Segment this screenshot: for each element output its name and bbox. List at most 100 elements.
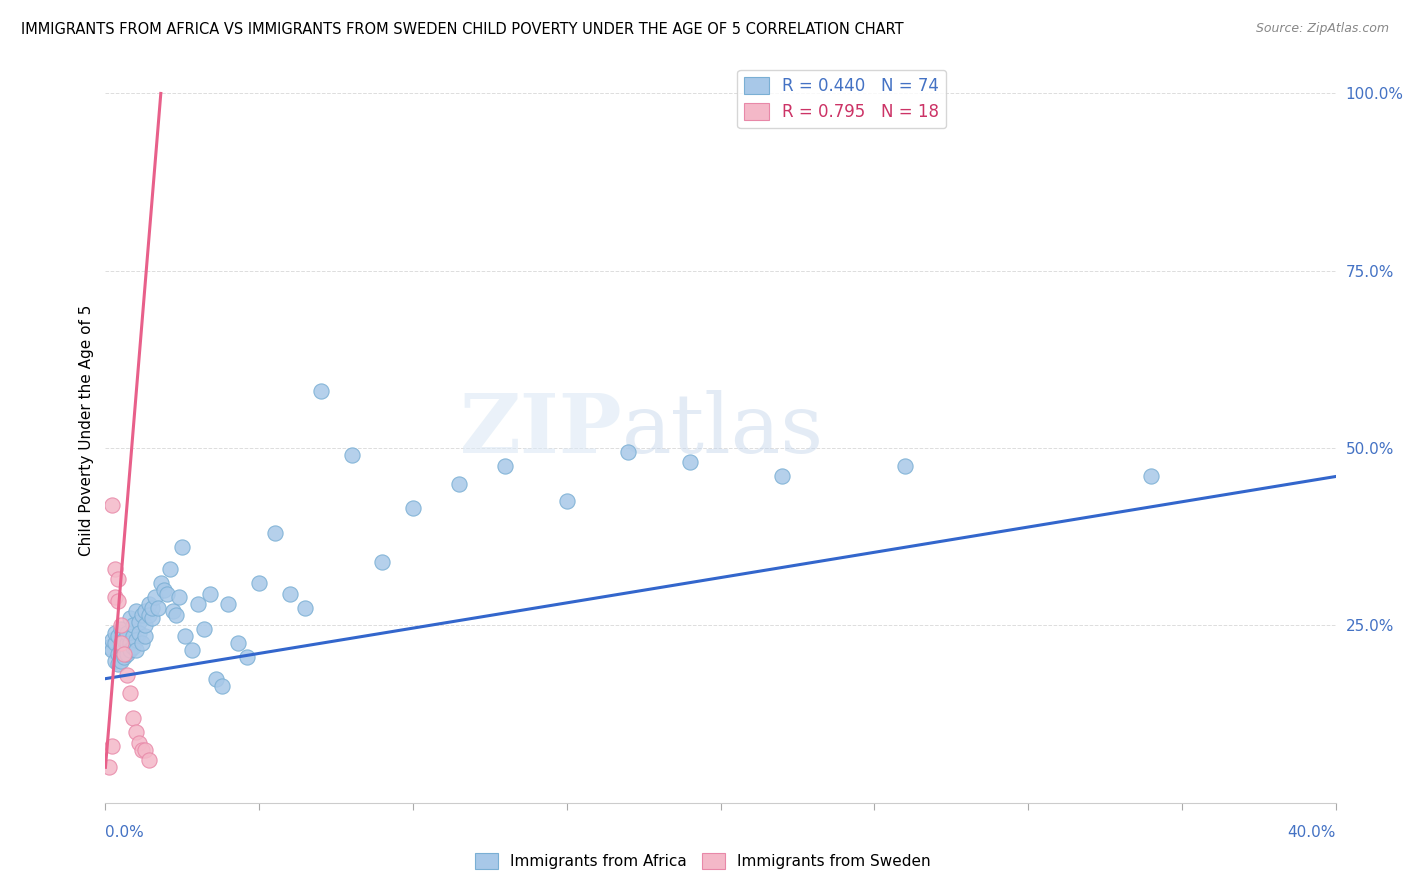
- Point: [134, 629, 156, 643]
- Point: [104, 636, 127, 650]
- Point: [218, 597, 240, 611]
- Point: [115, 647, 138, 661]
- Y-axis label: Child Poverty Under the Age of 5: Child Poverty Under the Age of 5: [79, 305, 94, 556]
- Point: [131, 742, 153, 756]
- Point: [143, 590, 166, 604]
- Point: [211, 679, 233, 693]
- Text: 40.0%: 40.0%: [1288, 825, 1336, 839]
- Point: [107, 647, 129, 661]
- Point: [236, 650, 259, 665]
- Point: [100, 643, 122, 657]
- Point: [198, 586, 221, 600]
- Point: [125, 643, 148, 657]
- Point: [122, 629, 145, 643]
- Point: [205, 672, 228, 686]
- Point: [120, 686, 141, 700]
- Point: [247, 575, 270, 590]
- Point: [153, 582, 176, 597]
- Point: [104, 562, 127, 576]
- Point: [115, 668, 138, 682]
- Point: [193, 622, 215, 636]
- Point: [138, 607, 160, 622]
- Point: [172, 541, 194, 555]
- Point: [263, 526, 285, 541]
- Point: [131, 636, 153, 650]
- Point: [555, 494, 578, 508]
- Point: [107, 573, 129, 587]
- Point: [340, 448, 363, 462]
- Point: [159, 562, 181, 576]
- Point: [894, 458, 917, 473]
- Point: [110, 622, 132, 636]
- Text: IMMIGRANTS FROM AFRICA VS IMMIGRANTS FROM SWEDEN CHILD POVERTY UNDER THE AGE OF : IMMIGRANTS FROM AFRICA VS IMMIGRANTS FRO…: [21, 22, 904, 37]
- Point: [371, 555, 394, 569]
- Point: [100, 498, 122, 512]
- Legend: Immigrants from Africa, Immigrants from Sweden: Immigrants from Africa, Immigrants from …: [470, 847, 936, 875]
- Point: [770, 469, 793, 483]
- Point: [107, 629, 129, 643]
- Text: ZIP: ZIP: [460, 391, 621, 470]
- Point: [494, 458, 516, 473]
- Point: [141, 600, 163, 615]
- Point: [115, 636, 138, 650]
- Point: [122, 618, 145, 632]
- Point: [122, 711, 145, 725]
- Point: [138, 597, 160, 611]
- Point: [112, 647, 135, 661]
- Point: [110, 618, 132, 632]
- Point: [112, 650, 135, 665]
- Text: Source: ZipAtlas.com: Source: ZipAtlas.com: [1256, 22, 1389, 36]
- Point: [100, 739, 122, 753]
- Point: [110, 654, 132, 668]
- Point: [110, 636, 132, 650]
- Point: [100, 632, 122, 647]
- Point: [138, 753, 160, 767]
- Point: [174, 629, 197, 643]
- Point: [120, 611, 141, 625]
- Point: [104, 654, 127, 668]
- Point: [1140, 469, 1163, 483]
- Text: atlas: atlas: [621, 391, 824, 470]
- Point: [128, 625, 150, 640]
- Point: [128, 615, 150, 629]
- Point: [125, 632, 148, 647]
- Point: [402, 501, 425, 516]
- Point: [226, 636, 249, 650]
- Point: [110, 640, 132, 654]
- Point: [97, 640, 120, 654]
- Point: [149, 575, 172, 590]
- Point: [131, 607, 153, 622]
- Point: [146, 600, 169, 615]
- Point: [107, 593, 129, 607]
- Legend: R = 0.440   N = 74, R = 0.795   N = 18: R = 0.440 N = 74, R = 0.795 N = 18: [737, 70, 946, 128]
- Point: [141, 611, 163, 625]
- Text: 0.0%: 0.0%: [105, 825, 145, 839]
- Point: [107, 657, 129, 672]
- Point: [125, 604, 148, 618]
- Point: [104, 625, 127, 640]
- Point: [125, 724, 148, 739]
- Point: [97, 760, 120, 774]
- Point: [169, 590, 191, 604]
- Point: [112, 632, 135, 647]
- Point: [112, 643, 135, 657]
- Point: [278, 586, 301, 600]
- Point: [294, 600, 316, 615]
- Point: [679, 455, 702, 469]
- Point: [134, 604, 156, 618]
- Point: [120, 636, 141, 650]
- Point: [115, 625, 138, 640]
- Point: [120, 643, 141, 657]
- Point: [122, 640, 145, 654]
- Point: [180, 643, 202, 657]
- Point: [449, 476, 471, 491]
- Point: [156, 586, 179, 600]
- Point: [165, 607, 187, 622]
- Point: [134, 618, 156, 632]
- Point: [162, 604, 184, 618]
- Point: [187, 597, 209, 611]
- Point: [309, 384, 332, 399]
- Point: [134, 742, 156, 756]
- Point: [128, 735, 150, 749]
- Point: [104, 590, 127, 604]
